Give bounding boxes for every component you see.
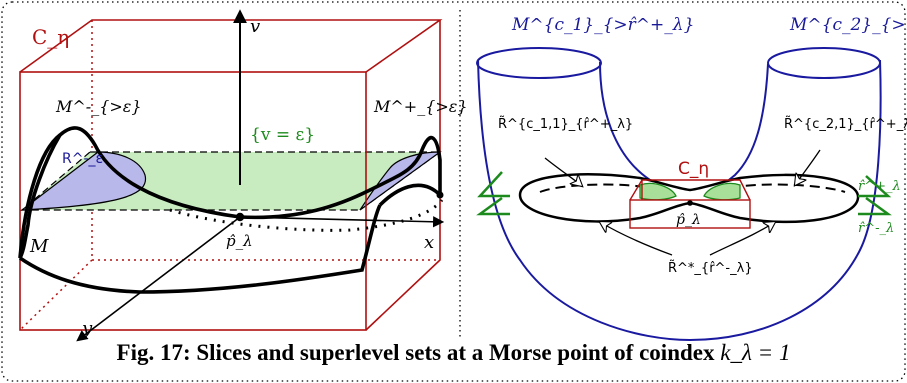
box-c-eta-small [629, 179, 751, 229]
slice-right [359, 151, 442, 211]
x-axis-label: x [424, 232, 434, 253]
level-set-label: {v = ε} [250, 125, 315, 145]
box-front-face [19, 71, 367, 331]
box-top-left [19, 19, 443, 73]
y-axis [76, 216, 241, 342]
caption-math: k_λ = 1 [720, 340, 791, 365]
arrow-R-c1 [544, 157, 582, 186]
green-marker-left [476, 171, 510, 216]
y-axis-label: y [81, 318, 93, 339]
critical-point [235, 212, 245, 222]
slice-left [20, 151, 147, 211]
tube-opening-right [767, 47, 881, 79]
tube-opening-left [476, 47, 602, 79]
M-label: M [29, 236, 49, 257]
arrow-R-c2 [795, 149, 821, 185]
green-slice-left [639, 182, 677, 201]
C-eta-label: C_η [678, 159, 709, 179]
M-c2-label: M^{c_2}_{>r̂^+_λ} [789, 15, 907, 35]
R-minus-label: R^-_ε [62, 151, 103, 167]
caption-text: Fig. 17: Slices and superlevel sets at a… [116, 340, 721, 365]
green-marker-right [858, 175, 892, 216]
saddle-curve-right [378, 183, 442, 207]
saddle-curve-left [18, 134, 62, 259]
M-plus-label: M^+_{>ε} [373, 97, 468, 116]
r-plus-label: r̂^+_λ [858, 179, 901, 194]
r-minus-label: r̂^-_λ [858, 221, 894, 236]
M-c1-label: M^{c_1}_{>r̂^+_λ} [511, 15, 694, 35]
left-panel: C_η v x y {v = ε} M M^-_{>ε} M^+_{>ε} R^… [18, 9, 468, 342]
R-c2-label: R̃^{c_2,1}_{r̂^+_λ} [784, 117, 907, 132]
saddle-curve-lower [18, 204, 382, 294]
R-star-label: R̃^*_{r̂^-_λ} [668, 261, 753, 276]
figure-caption: Fig. 17: Slices and superlevel sets at a… [0, 340, 907, 366]
p-lambda-right-label: p̂_λ [676, 212, 701, 228]
critical-point-right [687, 200, 693, 206]
arrow-R-star-right [709, 222, 775, 256]
v-axis-label: v [250, 16, 260, 37]
box-right-face [365, 20, 441, 331]
box-label: C_η [32, 25, 69, 49]
M-minus-label: M^-_{>ε} [55, 97, 142, 116]
curve-endpoint [436, 191, 444, 199]
u-surface-outer [477, 59, 882, 342]
right-panel: M^{c_1}_{>r̂^+_λ} M^{c_2}_{>r̂^+_λ} R̃^{… [476, 15, 907, 342]
p-lambda-label: p̂_λ [226, 232, 253, 250]
green-slice-right [703, 182, 741, 201]
arrow-R-star-left [600, 222, 673, 256]
R-c1-label: R̃^{c_1,1}_{r̂^+_λ} [498, 117, 633, 132]
